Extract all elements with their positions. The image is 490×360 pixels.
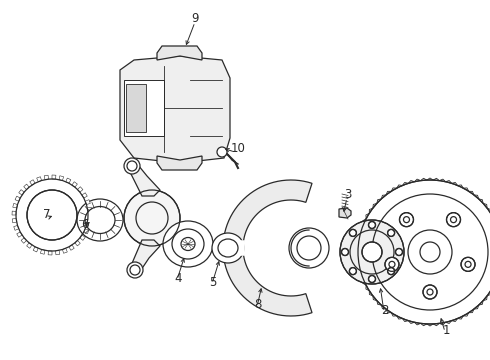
Circle shape bbox=[342, 248, 348, 256]
Text: 3: 3 bbox=[344, 189, 352, 202]
Polygon shape bbox=[62, 248, 67, 253]
Text: 6: 6 bbox=[81, 219, 89, 231]
Text: 7: 7 bbox=[43, 208, 51, 221]
Polygon shape bbox=[130, 240, 160, 276]
Ellipse shape bbox=[212, 233, 244, 263]
Polygon shape bbox=[33, 247, 38, 252]
Polygon shape bbox=[37, 177, 42, 182]
Polygon shape bbox=[55, 250, 60, 255]
Polygon shape bbox=[52, 175, 56, 179]
Text: 8: 8 bbox=[254, 298, 262, 311]
Circle shape bbox=[388, 229, 394, 237]
Polygon shape bbox=[127, 160, 160, 196]
Polygon shape bbox=[86, 222, 91, 226]
Circle shape bbox=[124, 158, 140, 174]
Ellipse shape bbox=[77, 199, 123, 241]
Polygon shape bbox=[13, 203, 18, 208]
Polygon shape bbox=[19, 190, 24, 195]
Ellipse shape bbox=[181, 238, 195, 251]
Polygon shape bbox=[80, 235, 85, 240]
Ellipse shape bbox=[85, 207, 115, 234]
Text: 9: 9 bbox=[191, 12, 199, 24]
Polygon shape bbox=[223, 180, 312, 316]
Bar bbox=[126, 84, 146, 132]
Polygon shape bbox=[82, 193, 87, 198]
Circle shape bbox=[349, 267, 356, 275]
Polygon shape bbox=[12, 211, 16, 215]
Circle shape bbox=[461, 257, 475, 271]
Ellipse shape bbox=[172, 229, 204, 259]
Polygon shape bbox=[66, 178, 71, 183]
Polygon shape bbox=[88, 215, 92, 219]
Circle shape bbox=[340, 220, 404, 284]
Circle shape bbox=[127, 262, 143, 278]
Text: 5: 5 bbox=[209, 275, 217, 288]
Ellipse shape bbox=[218, 239, 238, 257]
Polygon shape bbox=[26, 243, 32, 248]
Text: 4: 4 bbox=[174, 271, 182, 284]
Circle shape bbox=[446, 213, 461, 227]
Polygon shape bbox=[87, 207, 92, 211]
Circle shape bbox=[27, 190, 77, 240]
Polygon shape bbox=[157, 46, 202, 60]
Polygon shape bbox=[14, 225, 19, 230]
Polygon shape bbox=[59, 176, 64, 181]
Circle shape bbox=[423, 285, 437, 299]
Circle shape bbox=[368, 221, 375, 229]
Ellipse shape bbox=[163, 221, 213, 267]
Text: 2: 2 bbox=[381, 303, 389, 316]
Polygon shape bbox=[15, 196, 20, 201]
Polygon shape bbox=[77, 187, 83, 192]
Circle shape bbox=[385, 257, 399, 271]
Polygon shape bbox=[48, 251, 52, 255]
Circle shape bbox=[362, 242, 382, 262]
Circle shape bbox=[349, 229, 356, 237]
Circle shape bbox=[399, 213, 414, 227]
Polygon shape bbox=[44, 175, 49, 180]
Circle shape bbox=[217, 147, 227, 157]
Polygon shape bbox=[17, 232, 22, 237]
Polygon shape bbox=[120, 56, 230, 163]
Circle shape bbox=[388, 267, 394, 275]
Polygon shape bbox=[85, 200, 90, 204]
Polygon shape bbox=[72, 182, 77, 187]
Polygon shape bbox=[30, 180, 35, 185]
Circle shape bbox=[124, 190, 180, 246]
Polygon shape bbox=[12, 219, 17, 223]
Polygon shape bbox=[69, 245, 74, 250]
Text: 10: 10 bbox=[231, 141, 245, 154]
Circle shape bbox=[358, 180, 490, 324]
Polygon shape bbox=[75, 240, 80, 246]
Text: 1: 1 bbox=[442, 324, 450, 337]
Polygon shape bbox=[339, 208, 351, 218]
Bar bbox=[124, 80, 164, 136]
Polygon shape bbox=[157, 156, 202, 170]
Circle shape bbox=[368, 275, 375, 283]
Polygon shape bbox=[84, 229, 89, 234]
Circle shape bbox=[395, 248, 402, 256]
Polygon shape bbox=[24, 184, 29, 190]
Polygon shape bbox=[40, 249, 45, 254]
Polygon shape bbox=[21, 238, 26, 243]
